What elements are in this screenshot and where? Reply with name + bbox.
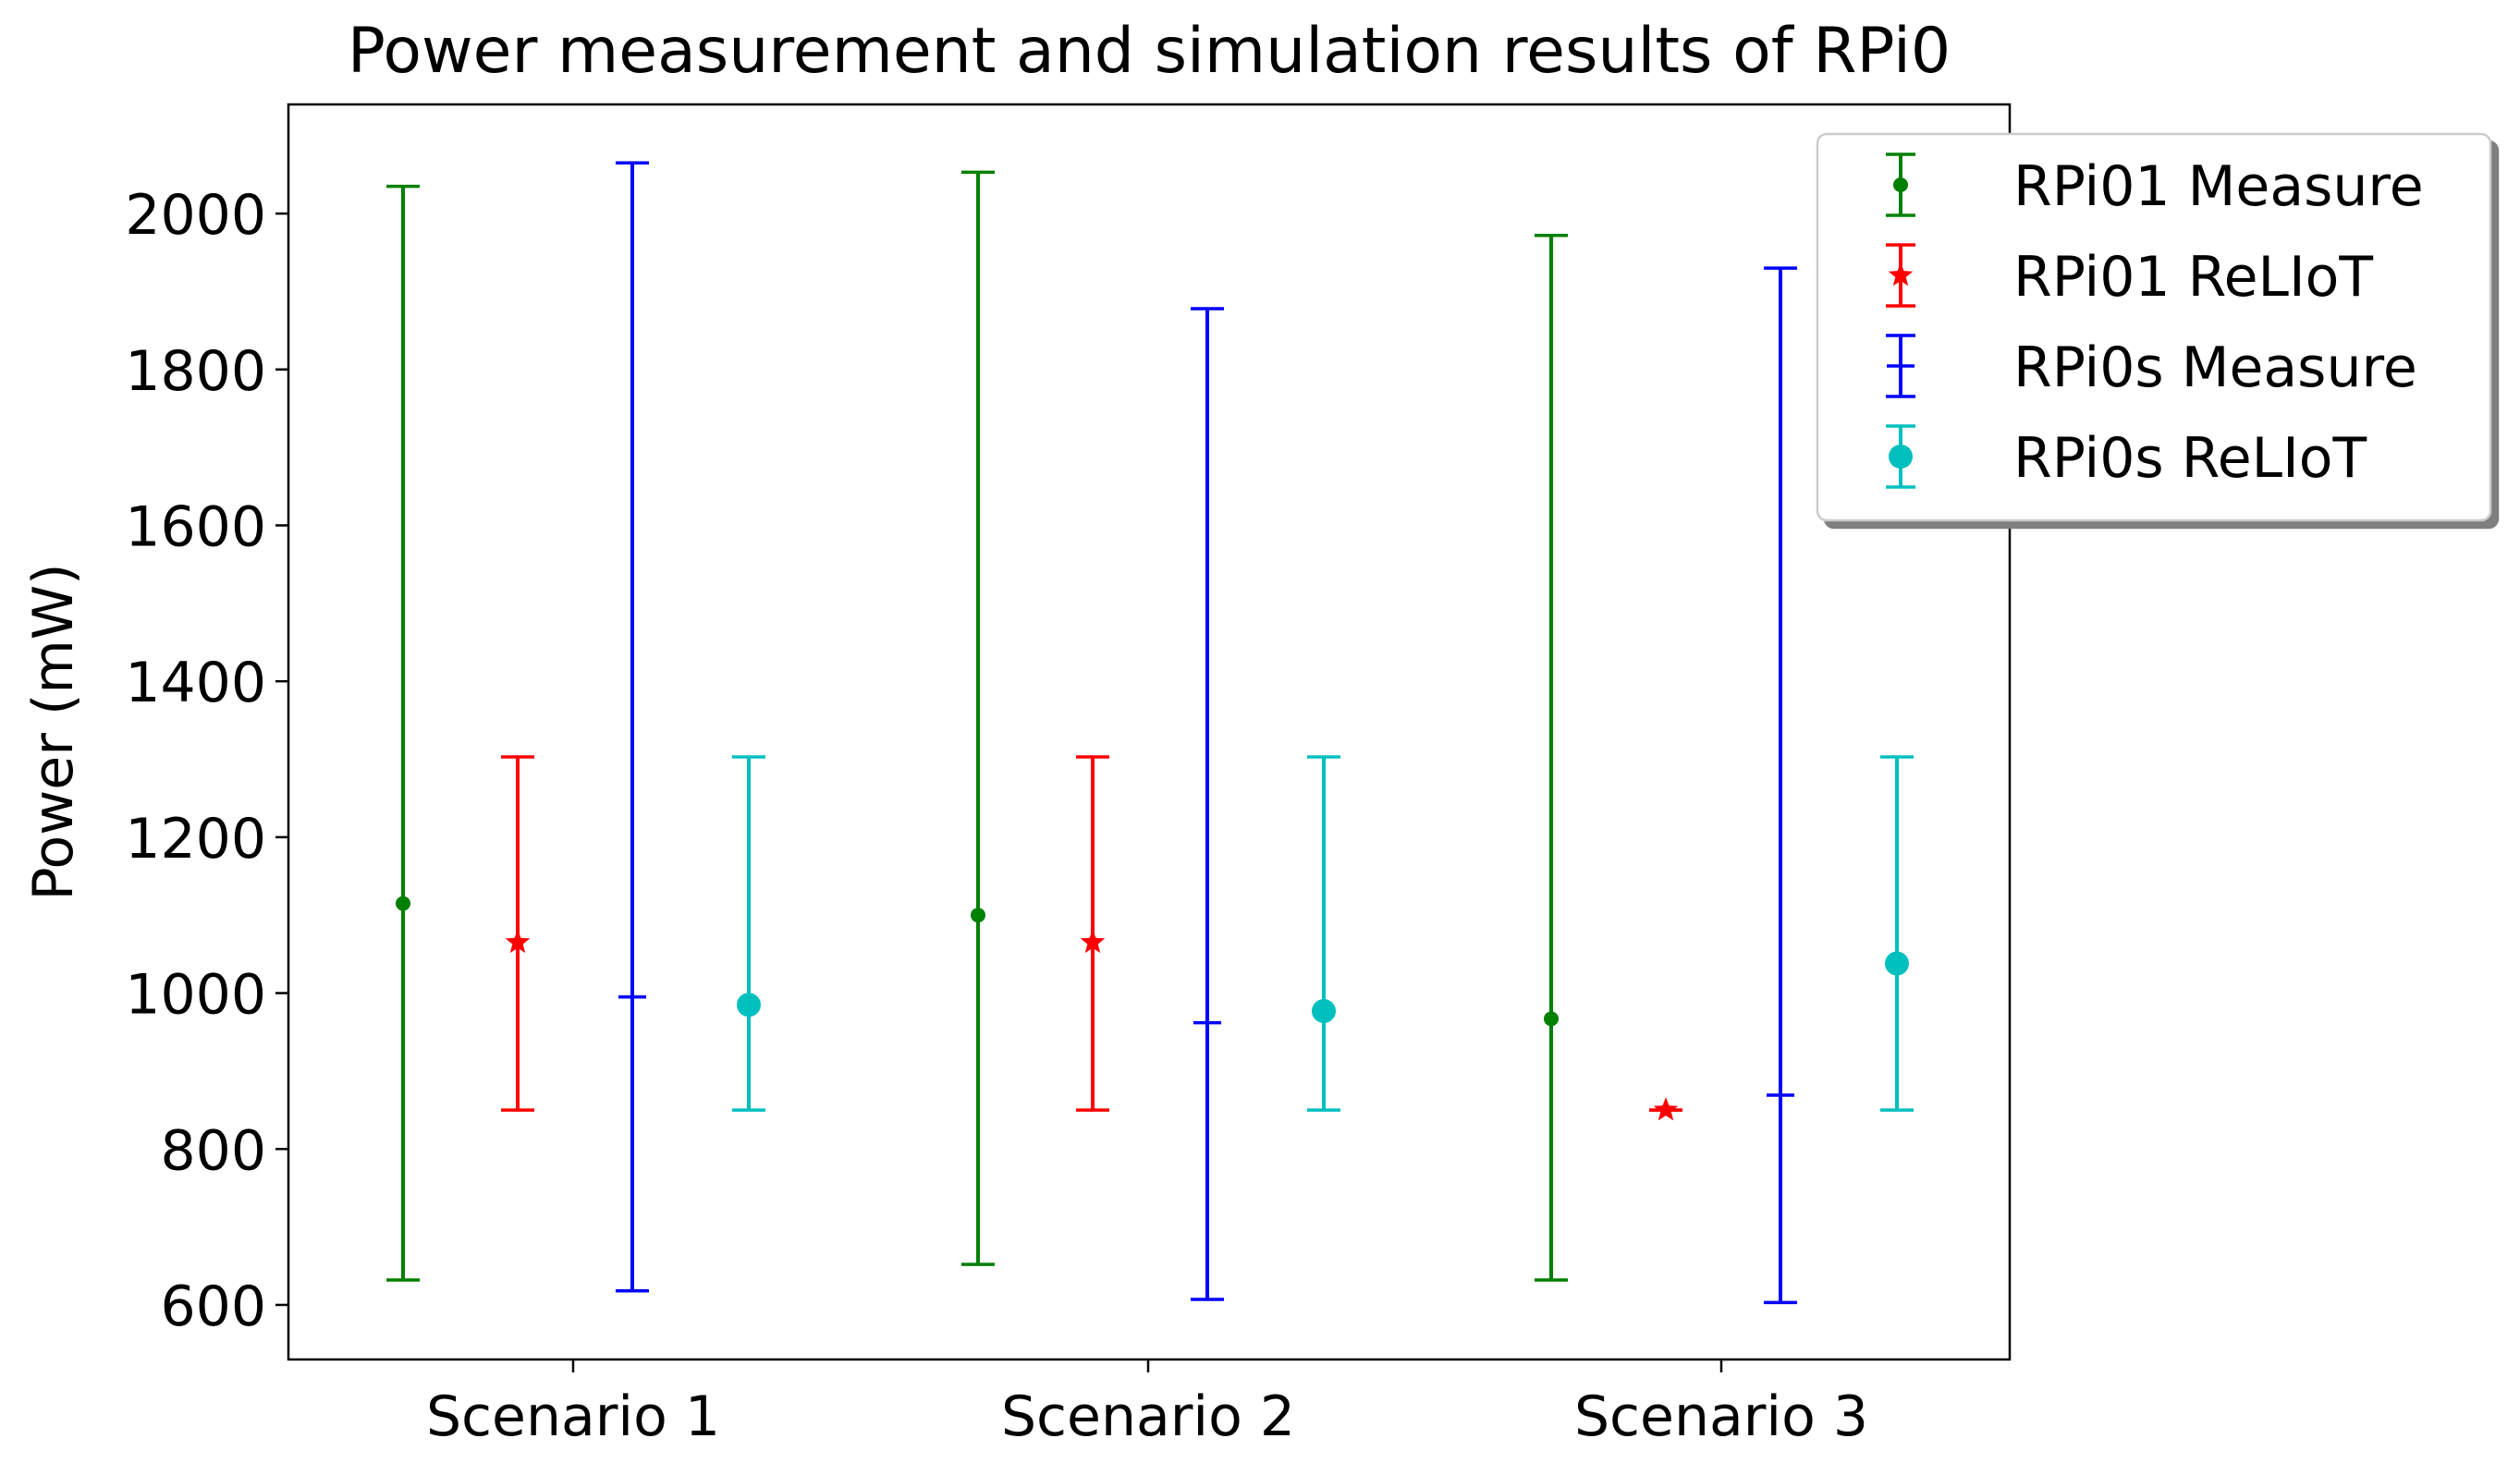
marker-dot [1312,998,1336,1023]
series-rpi01-reliot [501,755,1682,1121]
y-tick-label: 2000 [125,183,266,248]
legend-item: RPi0s ReLIoT [1886,424,2367,491]
marker-star [1888,262,1914,286]
legend-item: RPi01 Measure [1886,152,2424,219]
legend-label: RPi01 ReLIoT [2013,245,2373,310]
marker-dot [396,896,410,911]
marker-dot [1885,951,1909,976]
x-tick-label: Scenario 2 [1001,1384,1295,1449]
x-tick-label: Scenario 1 [426,1384,720,1449]
y-tick-label: 800 [160,1118,266,1183]
x-axis: Scenario 1 Scenario 2 Scenario 3 [426,1359,1868,1449]
legend: RPi01 Measure RPi01 ReLIoT RPi0s Measure RP… [1816,132,2492,522]
y-tick-label: 1200 [125,807,266,872]
y-tick-label: 1400 [125,651,266,715]
marker-star [1080,929,1106,954]
chart-title: Power measurement and simulation results… [348,15,1951,88]
series-rpi0s-measure [616,161,1797,1305]
series-layer [386,161,1914,1305]
legend-item: RPi01 ReLIoT [1886,243,2373,310]
marker-dot [1893,177,1908,192]
series-rpi0s-reliot [732,755,1914,1112]
legend-label: RPi0s Measure [2013,335,2417,400]
plot-area [287,103,2012,1361]
marker-star [1653,1097,1679,1121]
marker-dot [1544,1011,1559,1027]
marker-dot [971,908,985,923]
y-tick-label: 1600 [125,494,266,559]
legend-items: RPi01 Measure RPi01 ReLIoT RPi0s Measure RP… [1886,152,2424,491]
series-rpi01-measure [386,170,1568,1282]
marker-star [505,929,531,954]
legend-label: RPi01 Measure [2013,154,2424,219]
y-tick-label: 1800 [125,339,266,404]
legend-item: RPi0s Measure [1886,334,2417,400]
y-tick-label: 600 [160,1274,266,1339]
marker-dot [737,993,761,1018]
legend-label: RPi0s ReLIoT [2013,426,2367,491]
legend-box [1816,132,2492,522]
marker-dot [1889,445,1913,469]
y-axis: 600 800 1000 1200 1400 1600 1800 2000 [125,183,288,1339]
y-tick-label: 1000 [125,963,266,1028]
y-axis-label: Power (mW) [21,563,86,900]
x-tick-label: Scenario 3 [1574,1384,1868,1449]
